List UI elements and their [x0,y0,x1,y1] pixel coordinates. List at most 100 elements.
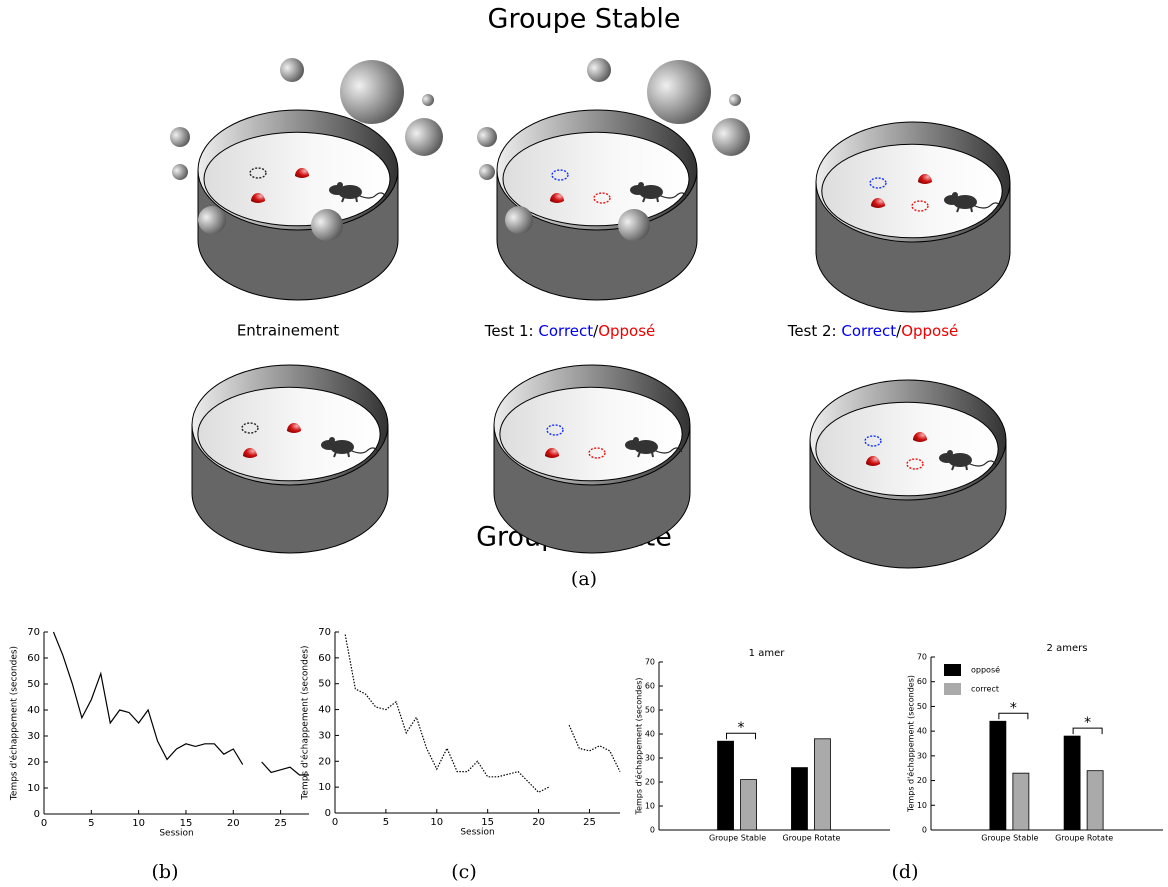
goal-zone [546,424,564,436]
goal-zone [588,447,606,459]
rat-ear [952,192,958,198]
rat-tail [967,460,997,467]
landmark [587,58,611,82]
y-tick-label: 0 [34,809,40,820]
x-tick-label: 15 [481,817,494,828]
y-tick-label: 40 [645,730,655,739]
y-tick-label: 0 [325,808,331,819]
y-tick-label: 20 [27,757,40,768]
phase-separator: / [593,322,599,340]
y-tick-label: 60 [27,653,40,664]
phase-label: Entrainement [237,322,339,340]
landmark [477,127,497,147]
bar [1012,772,1030,831]
phase-prefix: Test 1: [484,322,534,340]
goal-zone [551,169,569,181]
x-tick-label: 25 [274,818,287,829]
goal-zone [241,422,259,434]
x-tick-label: 20 [227,818,240,829]
y-tick-label: 60 [318,653,331,664]
y-tick-label: 30 [645,754,655,763]
y-tick-label: 30 [27,731,40,742]
arena [815,121,1011,313]
x-tick-label: Groupe Stable [981,834,1038,843]
arena-floor [499,386,683,482]
rat-tail [658,192,688,199]
phase-opposite: Opposé [901,322,958,340]
arena-floor [203,131,391,227]
landmark [405,118,443,156]
platform-cue [918,174,932,184]
x-tick-label: Groupe Stable [709,834,766,843]
arena-floor [815,401,999,497]
arena [496,109,698,301]
phase-correct: Correct [538,322,593,340]
rat [944,192,1002,213]
legend-swatch [944,683,961,695]
x-tick-label: 10 [430,817,443,828]
y-tick-label: 20 [318,756,331,767]
rat [625,437,683,458]
significance-bracket [998,712,1029,720]
landmark [505,206,533,234]
y-tick-label: 40 [917,727,927,736]
platform-cue [913,432,927,442]
arena-floor [821,143,1003,239]
data-line [344,634,621,794]
platform-cue [251,193,265,203]
landmark [422,94,434,106]
rat-tail [349,447,379,454]
y-tick-label: 30 [318,730,331,741]
bar [740,779,757,831]
rat-tail [357,192,387,199]
bar [1086,770,1104,831]
landmark [618,209,650,241]
rat-leg [956,206,973,213]
bar [1063,735,1081,831]
x-axis-label: Session [460,828,494,838]
y-tick-label: 40 [318,705,331,716]
rat-leg [341,196,358,203]
y-tick-label: 70 [917,653,927,662]
bar [814,738,831,831]
rat-head [630,185,646,195]
y-tick-label: 60 [645,682,655,691]
y-axis-label: Temps d'échappement (secondes) [300,645,311,800]
arena-floor [502,131,690,227]
y-tick-label: 10 [27,783,40,794]
rat-leg [637,451,654,458]
goal-zone [911,200,929,212]
goal-zone [249,167,267,179]
rat-ear [329,437,335,443]
arena [809,379,1007,569]
significance-bracket [726,732,757,740]
platform-cue [243,448,257,458]
rat [321,437,379,458]
legend-label: opposé [971,665,1000,675]
caption: (a) [571,568,597,590]
y-tick-label: 10 [917,801,927,810]
rat-head [625,440,641,450]
x-tick-label: 25 [583,817,596,828]
significance-mark: * [1010,700,1017,716]
phase-opposite: Opposé [598,322,655,340]
goal-zone [593,192,611,204]
top-title: Groupe Stable [488,4,681,35]
y-tick-label: 10 [318,782,331,793]
arena [191,364,389,554]
landmark [340,60,404,124]
y-tick-label: 40 [27,705,40,716]
platform-cue [295,168,309,178]
x-tick-label: 5 [383,817,389,828]
goal-zone [869,177,887,189]
phase-separator: / [896,322,902,340]
landmark [172,164,188,180]
rat-tail [653,447,683,454]
x-tick-label: 0 [332,817,338,828]
rat-head [939,453,955,463]
x-tick-label: 10 [132,818,145,829]
y-tick-label: 0 [922,826,927,835]
platform-cue [871,198,885,208]
rat-leg [642,196,659,203]
landmark [280,58,304,82]
